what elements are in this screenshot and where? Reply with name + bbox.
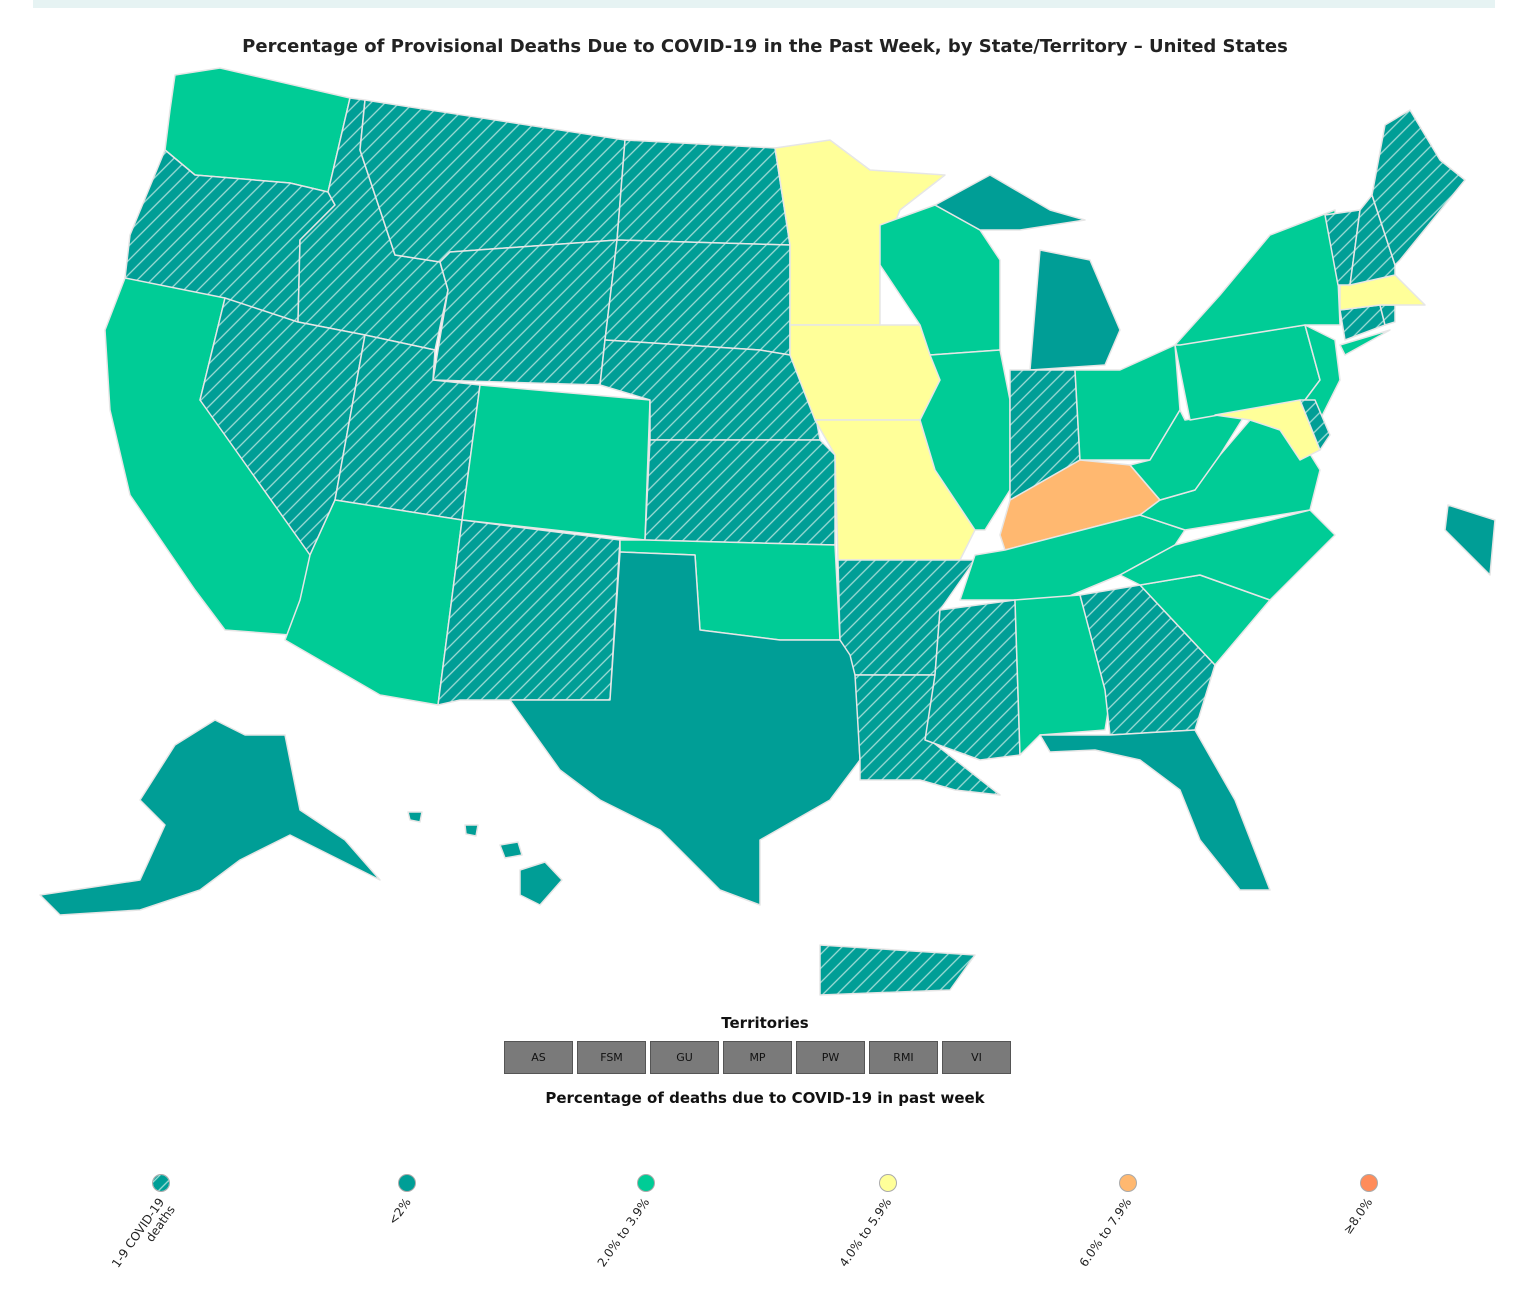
state-dc[interactable] [1444, 504, 1496, 576]
state-il[interactable] [919, 349, 1011, 531]
state-wy[interactable] [432, 239, 618, 386]
legend-label: 2.0% to 3.9% [594, 1195, 653, 1270]
territories-title: Territories [721, 1014, 809, 1032]
legend-label: 6.0% to 7.9% [1076, 1195, 1135, 1270]
territory-button-as[interactable]: AS [504, 1041, 573, 1074]
state-mi[interactable] [1029, 249, 1121, 371]
state-nm[interactable] [437, 519, 621, 706]
state-hi[interactable] [407, 811, 423, 823]
state-ks[interactable] [644, 439, 836, 546]
territory-button-rmi[interactable]: RMI [869, 1041, 938, 1074]
state-nh[interactable] [1349, 194, 1396, 286]
state-ms[interactable] [924, 599, 1021, 761]
us-map [39, 67, 1496, 996]
state-tx[interactable] [509, 551, 861, 906]
state-de[interactable] [1299, 399, 1331, 451]
legend-swatch [1119, 1174, 1137, 1192]
state-hi[interactable] [464, 824, 479, 837]
territory-button-vi[interactable]: VI [942, 1041, 1011, 1074]
territory-button-fsm[interactable]: FSM [577, 1041, 646, 1074]
territory-button-mp[interactable]: MP [723, 1041, 792, 1074]
state-me[interactable] [1371, 109, 1466, 266]
legend-label: 4.0% to 5.9% [836, 1195, 895, 1270]
state-co[interactable] [461, 384, 651, 541]
territory-button-gu[interactable]: GU [650, 1041, 719, 1074]
state-nc[interactable] [1119, 509, 1336, 601]
legend-swatch [1360, 1174, 1378, 1192]
legend-label: 1-9 COVID-19 deaths [109, 1195, 179, 1271]
legend-swatch [152, 1174, 170, 1192]
legend-swatch [637, 1174, 655, 1192]
state-pr[interactable] [819, 944, 976, 996]
state-hi[interactable] [519, 861, 563, 906]
territory-buttons: AS FSM GU MP PW RMI VI [504, 1041, 1011, 1074]
state-sd[interactable] [604, 239, 791, 356]
legend-label: <2% [385, 1195, 414, 1228]
state-mt[interactable] [359, 99, 626, 263]
legend-swatch [879, 1174, 897, 1192]
state-ak[interactable] [39, 719, 381, 916]
state-hi[interactable] [499, 841, 523, 859]
top-strip [33, 0, 1495, 8]
state-fl[interactable] [1039, 729, 1271, 891]
state-ny[interactable] [1339, 329, 1391, 356]
state-ia[interactable] [789, 324, 941, 421]
legend-label: ≥8.0% [1340, 1195, 1376, 1237]
map-title: Percentage of Provisional Deaths Due to … [242, 36, 1288, 57]
state-nd[interactable] [616, 139, 791, 246]
state-ny[interactable] [1174, 209, 1341, 346]
legend-swatch [398, 1174, 416, 1192]
legend-title: Percentage of deaths due to COVID-19 in … [545, 1089, 985, 1107]
state-mi[interactable] [934, 174, 1086, 231]
territory-button-pw[interactable]: PW [796, 1041, 865, 1074]
